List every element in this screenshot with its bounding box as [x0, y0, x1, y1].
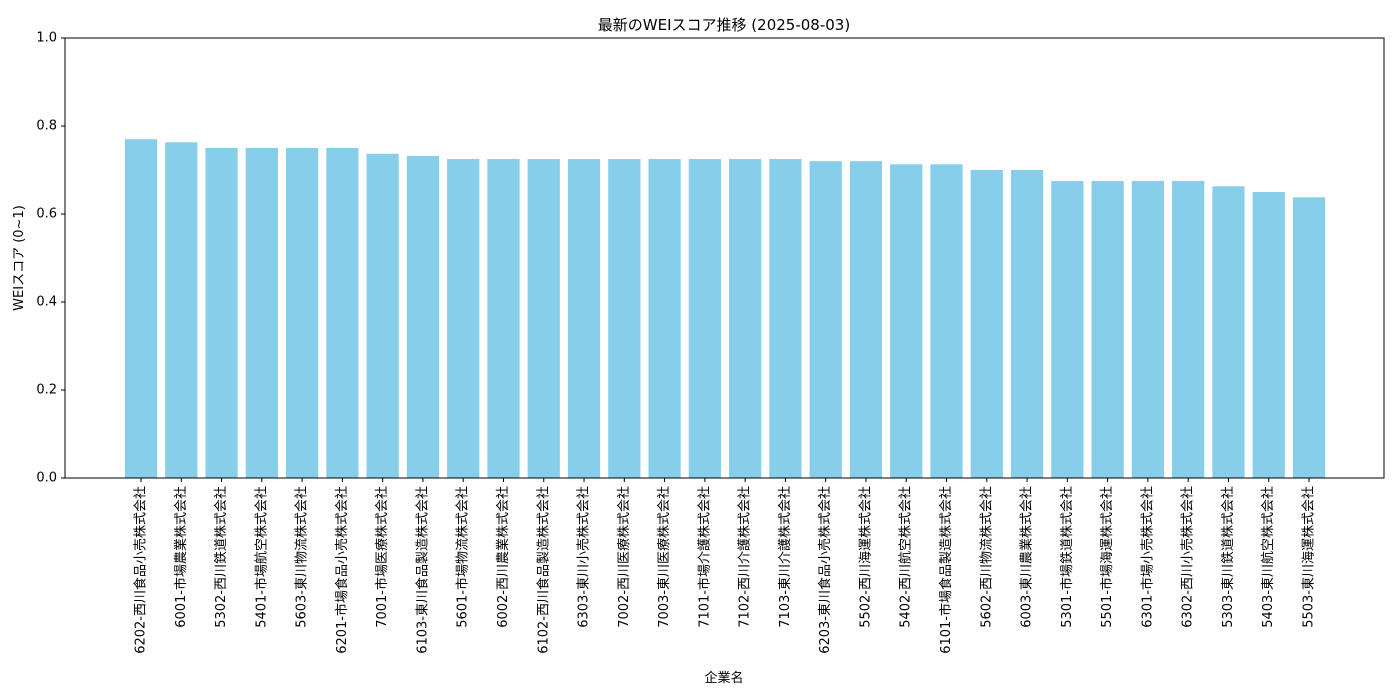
y-tick-label-2: 0.4: [36, 295, 57, 310]
y-tick-label-1: 0.2: [36, 383, 57, 398]
x-tick-label-10: 6102-西川食品製造株式会社: [535, 486, 551, 654]
bar-2: [205, 148, 238, 478]
bar-28: [1252, 192, 1285, 478]
bar-9: [487, 159, 520, 478]
x-tick-label-19: 5402-西川航空株式会社: [898, 486, 914, 628]
bar-23: [1051, 181, 1084, 478]
x-tick-label-16: 7103-東川介護株式会社: [777, 486, 793, 628]
y-tick-label-3: 0.6: [36, 207, 57, 222]
bar-14: [688, 159, 721, 478]
plot-frame: [64, 37, 1385, 479]
bar-3: [245, 148, 278, 478]
chart-title: 最新のWEIスコア推移 (2025-08-03): [598, 16, 850, 34]
bar-6: [366, 153, 399, 478]
bar-0: [124, 139, 158, 478]
bars-group: [124, 139, 1326, 479]
x-tick-label-20: 6101-市場食品製造株式会社: [938, 486, 954, 654]
bar-27: [1212, 186, 1245, 478]
x-tick-label-24: 5501-市場海運株式会社: [1099, 486, 1115, 628]
bar-29: [1292, 197, 1326, 478]
bar-26: [1172, 181, 1205, 478]
bar-18: [849, 161, 883, 478]
bar-4: [285, 148, 319, 478]
bar-10: [527, 159, 560, 478]
bar-1: [165, 142, 198, 478]
x-tick-label-29: 5503-東川海運株式会社: [1301, 486, 1317, 628]
x-tick-label-6: 7001-市場医療株式会社: [374, 486, 390, 628]
x-tick-label-1: 6001-市場農業株式会社: [173, 486, 189, 628]
x-tick-label-23: 5301-市場鉄道株式会社: [1059, 486, 1075, 628]
x-tick-label-15: 7102-西川介護株式会社: [737, 486, 753, 628]
y-axis-label: WEIスコア (0~1): [12, 205, 27, 311]
x-tick-label-21: 5602-西川物流株式会社: [978, 486, 994, 628]
x-tick-label-18: 5502-西川海運株式会社: [857, 486, 873, 628]
x-axis: 6202-西川食品小売株式会社 6001-市場農業株式会社 5302-西川鉄道株式会…: [133, 478, 1317, 654]
bar-25: [1131, 181, 1165, 478]
x-tick-label-14: 7101-市場介護株式会社: [696, 486, 712, 628]
x-tick-label-2: 5302-西川鉄道株式会社: [213, 486, 229, 628]
x-tick-label-4: 5603-東川物流株式会社: [294, 486, 310, 628]
bar-5: [326, 148, 359, 478]
bar-15: [729, 159, 762, 478]
x-tick-label-22: 6003-東川農業株式会社: [1019, 486, 1035, 628]
bar-11: [567, 159, 601, 478]
x-tick-label-12: 7002-西川医療株式会社: [616, 486, 632, 628]
y-tick-label-5: 1.0: [36, 31, 57, 46]
bar-24: [1091, 181, 1124, 478]
x-tick-label-11: 6303-東川小売株式会社: [576, 486, 592, 628]
bar-16: [769, 159, 802, 478]
bar-17: [809, 161, 842, 478]
x-axis-label: 企業名: [704, 670, 743, 686]
x-tick-label-7: 6103-東川食品製造株式会社: [414, 486, 430, 654]
bar-19: [890, 164, 923, 478]
bar-22: [1010, 170, 1044, 478]
bar-12: [608, 159, 641, 478]
x-tick-label-27: 5303-東川鉄道株式会社: [1220, 486, 1236, 628]
x-tick-label-5: 6201-市場食品小売株式会社: [334, 486, 350, 654]
y-tick-label-0: 0.0: [36, 471, 57, 486]
x-tick-label-9: 6002-西川農業株式会社: [495, 486, 511, 628]
bar-8: [447, 159, 480, 478]
bar-21: [970, 170, 1003, 478]
x-tick-label-0: 6202-西川食品小売株式会社: [133, 486, 149, 654]
x-tick-label-13: 7003-東川医療株式会社: [656, 486, 672, 628]
x-tick-label-8: 5601-市場物流株式会社: [455, 486, 471, 628]
x-tick-label-26: 6302-西川小売株式会社: [1180, 486, 1196, 628]
x-tick-label-28: 5403-東川航空株式会社: [1260, 486, 1276, 628]
bar-20: [930, 164, 963, 478]
bar-13: [648, 159, 681, 478]
x-tick-label-3: 5401-市場航空株式会社: [253, 486, 269, 628]
x-tick-label-25: 6301-市場小売株式会社: [1139, 486, 1155, 628]
y-axis: 0.0 0.2 0.4 0.6 0.8 1.0: [36, 31, 65, 486]
bar-7: [406, 155, 440, 479]
x-tick-label-17: 6203-東川食品小売株式会社: [817, 486, 833, 654]
y-tick-label-4: 0.8: [36, 119, 57, 134]
